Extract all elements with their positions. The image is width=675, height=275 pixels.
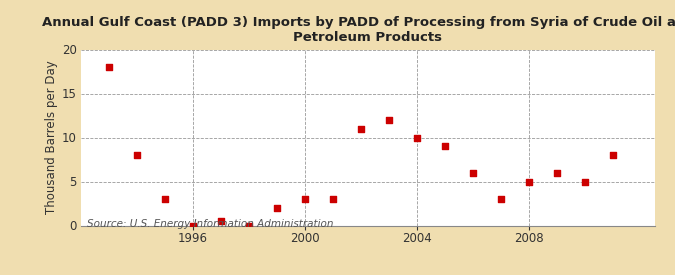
Point <box>383 118 394 122</box>
Point <box>608 153 618 157</box>
Point <box>300 197 310 201</box>
Point <box>188 223 198 228</box>
Title: Annual Gulf Coast (PADD 3) Imports by PADD of Processing from Syria of Crude Oil: Annual Gulf Coast (PADD 3) Imports by PA… <box>41 16 675 44</box>
Point <box>523 179 534 184</box>
Text: Source: U.S. Energy Information Administration: Source: U.S. Energy Information Administ… <box>86 219 333 229</box>
Point <box>551 170 562 175</box>
Point <box>356 126 367 131</box>
Point <box>412 135 423 140</box>
Point <box>132 153 142 157</box>
Y-axis label: Thousand Barrels per Day: Thousand Barrels per Day <box>45 60 58 215</box>
Point <box>439 144 450 148</box>
Point <box>103 65 114 69</box>
Point <box>327 197 338 201</box>
Point <box>495 197 506 201</box>
Point <box>579 179 590 184</box>
Point <box>271 206 282 210</box>
Point <box>215 219 226 223</box>
Point <box>159 197 170 201</box>
Point <box>467 170 478 175</box>
Point <box>244 223 254 228</box>
